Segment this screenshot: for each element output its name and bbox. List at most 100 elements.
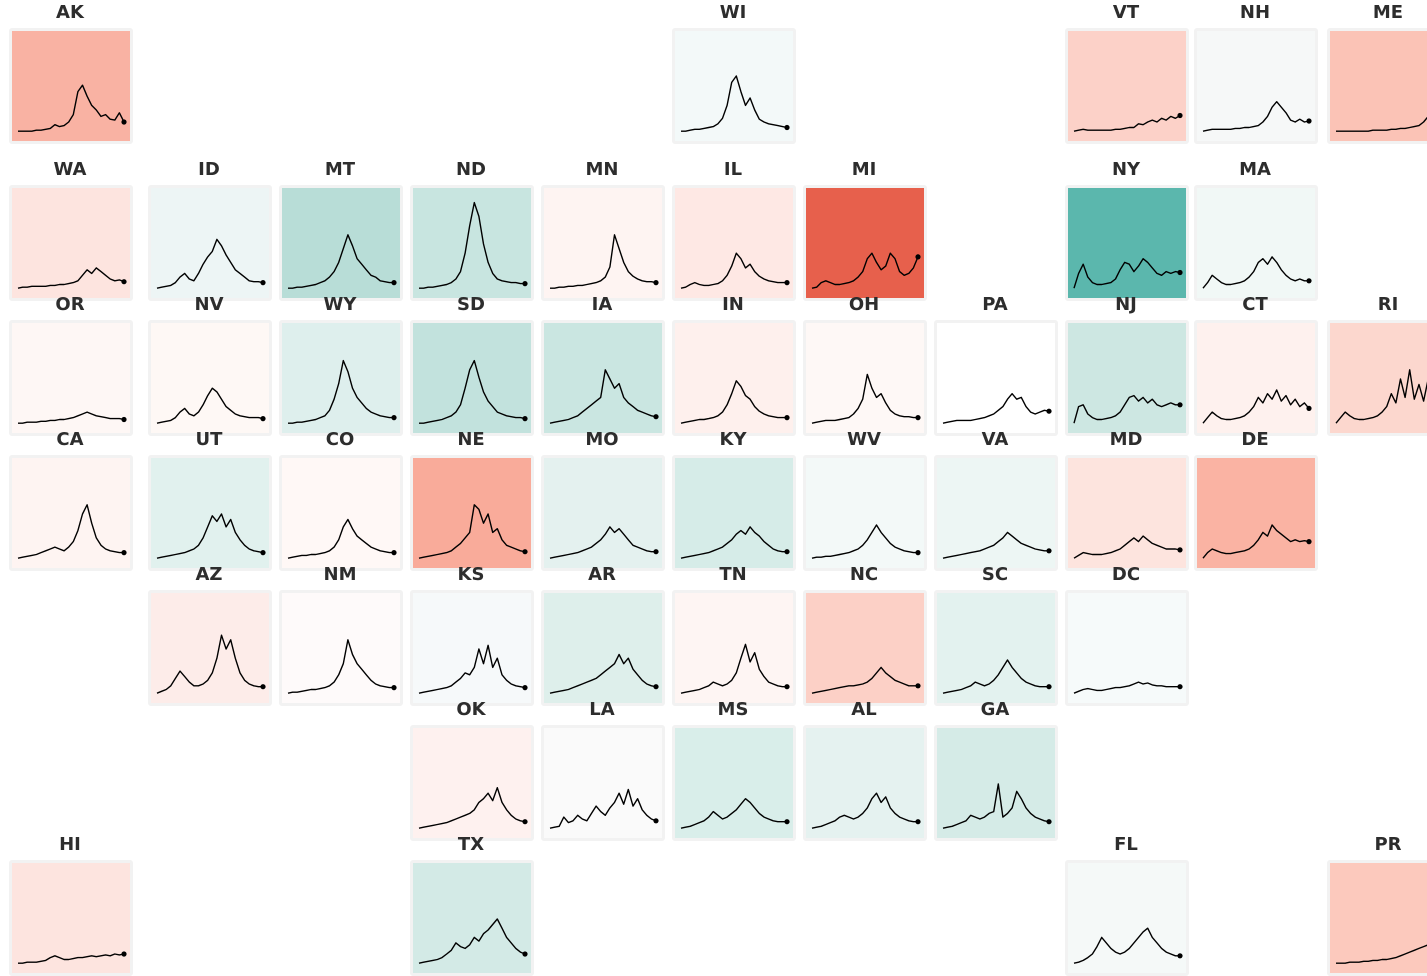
state-tile-background	[1327, 28, 1427, 144]
sparkline-series	[419, 201, 525, 289]
state-label: IN	[722, 294, 744, 315]
sparkline-end-point	[915, 683, 921, 689]
sparkline-chart	[156, 387, 266, 424]
sparkline-series	[18, 953, 125, 964]
sparkline-series	[1073, 257, 1181, 289]
state-tile-background	[9, 860, 133, 976]
sparkline-end-point	[1306, 278, 1312, 284]
sparkline-series	[942, 659, 1049, 694]
sparkline-chart	[811, 666, 921, 694]
state-label: TN	[719, 564, 747, 585]
sparkline-end-point	[260, 550, 266, 556]
state-tile-background	[279, 320, 403, 436]
state-tile-background	[672, 185, 796, 301]
sparkline-chart	[1073, 535, 1183, 559]
state-tile-background	[1065, 28, 1189, 144]
sparkline-end-point	[522, 281, 528, 287]
state-label: NY	[1111, 159, 1141, 180]
sparkline-end-point	[915, 550, 921, 556]
sparkline-chart	[1336, 944, 1427, 964]
state-tile-background	[1065, 455, 1189, 571]
state-label: AZ	[195, 564, 223, 585]
state-label: IL	[723, 159, 743, 180]
sparkline-end-point	[391, 550, 397, 556]
sparkline-end-point	[653, 818, 659, 824]
state-tile-background	[541, 725, 665, 841]
sparkline-series	[680, 526, 787, 559]
sparkline-chart	[1073, 681, 1183, 694]
sparkline-series	[680, 380, 787, 424]
sparkline-series	[1073, 394, 1180, 424]
state-label: AR	[588, 564, 616, 585]
state-tile-background	[803, 725, 927, 841]
sparkline-chart	[18, 411, 127, 424]
sparkline-end-point	[1177, 547, 1183, 553]
sparkline-end-point	[653, 280, 659, 286]
state-label: DE	[1241, 429, 1269, 450]
state-label: KS	[457, 564, 485, 585]
sparkline-end-point	[1306, 405, 1312, 411]
sparkline-chart	[17, 267, 127, 289]
sparkline-end-point	[784, 280, 790, 286]
state-label: HI	[59, 834, 81, 855]
state-tile-background	[148, 320, 272, 436]
sparkline-series	[418, 504, 526, 559]
state-tile-background	[803, 455, 927, 571]
sparkline-chart	[681, 75, 790, 132]
sparkline-series	[418, 787, 526, 829]
state-tile-background	[541, 320, 665, 436]
sparkline-end-point	[391, 280, 397, 286]
sparkline-end-point	[121, 550, 127, 556]
sparkline-chart	[1202, 389, 1312, 424]
state-label: SD	[457, 294, 485, 315]
sparkline-end-point	[1177, 269, 1183, 276]
state-tile-background	[410, 185, 534, 301]
sparkline-series	[1202, 389, 1310, 424]
sparkline-end-point	[653, 684, 659, 690]
state-label: NV	[194, 294, 224, 315]
state-label: VA	[981, 429, 1009, 450]
sparkline-end-point	[1046, 819, 1052, 825]
sparkline-chart	[1335, 369, 1427, 424]
state-label: CO	[325, 429, 355, 450]
state-label: WA	[53, 159, 87, 180]
sparkline-chart	[18, 951, 127, 964]
state-label: NM	[323, 564, 357, 585]
state-label: NE	[457, 429, 485, 450]
state-tile-background	[410, 590, 534, 706]
sparkline-series	[1202, 256, 1309, 289]
state-label: DC	[1111, 564, 1141, 585]
state-label: MN	[585, 159, 619, 180]
sparkline-chart	[680, 526, 790, 559]
sparkline-series	[1202, 524, 1310, 559]
state-label: RI	[1377, 294, 1399, 315]
sparkline-chart	[1073, 112, 1183, 132]
sparkline-chart	[418, 918, 528, 964]
sparkline-end-point	[784, 684, 790, 690]
sparkline-chart	[550, 234, 659, 289]
sparkline-series	[17, 504, 124, 559]
sparkline-chart	[419, 359, 528, 424]
state-label: MO	[585, 429, 619, 450]
state-label: NJ	[1115, 294, 1137, 315]
state-label: MS	[717, 699, 749, 720]
sparkline-chart	[549, 526, 659, 559]
state-label: TX	[457, 834, 485, 855]
sparkline-chart	[942, 392, 1052, 424]
state-label: CA	[56, 429, 84, 450]
sparkline-chart	[811, 524, 921, 559]
state-tile-background	[279, 185, 403, 301]
sparkline-series	[811, 373, 918, 424]
state-label: ND	[455, 159, 486, 180]
state-label: NC	[849, 564, 879, 585]
sparkline-chart	[287, 639, 397, 694]
state-tile-background	[410, 725, 534, 841]
sparkline-series	[549, 526, 656, 559]
state-tile-background	[541, 185, 665, 301]
sparkline-series	[942, 531, 1049, 559]
state-label: LA	[589, 699, 615, 720]
sparkline-chart	[549, 653, 659, 694]
sparkline-series	[1336, 116, 1427, 132]
state-tile-background	[672, 455, 796, 571]
state-tile-background	[410, 860, 534, 976]
